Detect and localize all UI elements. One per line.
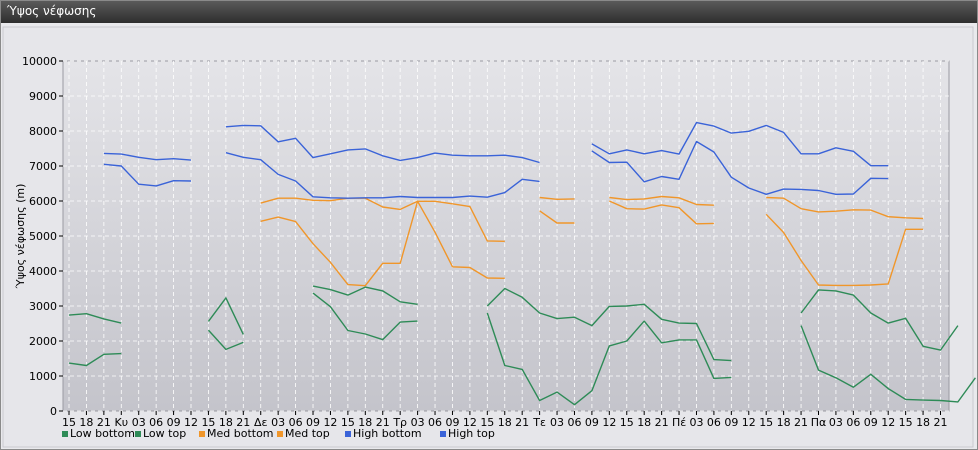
- x-tick-label: 03: [132, 416, 146, 429]
- title-bar: Ύψος νέφωσης: [1, 1, 977, 23]
- x-tick-label: Τε: [532, 416, 546, 429]
- x-tick-label: Πα: [811, 416, 827, 429]
- legend-label: Low bottom: [70, 427, 135, 440]
- grid-lines: [63, 60, 949, 412]
- legend-swatch: [62, 431, 68, 437]
- x-tick-label: 06: [428, 416, 442, 429]
- x-tick-label: 12: [742, 416, 756, 429]
- x-tick-label: Κυ: [115, 416, 129, 429]
- x-tick-label: 15: [620, 416, 634, 429]
- y-axis-label: Ύψος νέφωσης (m): [14, 184, 27, 290]
- x-tick-label: 15: [62, 416, 76, 429]
- series-line-high-top: [103, 121, 889, 167]
- x-tick-label: 09: [724, 416, 738, 429]
- x-tick-label: 21: [794, 416, 808, 429]
- x-tick-label: Δε: [254, 416, 268, 429]
- x-tick-label: 06: [846, 416, 860, 429]
- x-tick-label: 09: [167, 416, 181, 429]
- x-tick-label: Πέ: [672, 416, 686, 429]
- legend-swatch: [135, 431, 141, 437]
- series-line-high-bottom: [103, 140, 889, 199]
- x-tick-label: 21: [934, 416, 948, 429]
- legend-swatch: [199, 431, 205, 437]
- legend-label: High bottom: [353, 427, 422, 440]
- x-tick-label: 21: [515, 416, 529, 429]
- x-tick-label: 06: [707, 416, 721, 429]
- legend-swatch: [440, 431, 446, 437]
- y-tick-label: 0: [50, 405, 57, 418]
- x-tick-label: 06: [149, 416, 163, 429]
- legend-label: High top: [448, 427, 495, 440]
- x-tick-label: 03: [271, 416, 285, 429]
- cloud-height-chart: 0 1000 2000 3000 4000 5000 6000 7000 8000 9000 100…: [2, 26, 976, 448]
- series-line-low-bottom: [68, 292, 976, 406]
- legend-swatch: [277, 431, 283, 437]
- legend-swatch: [345, 431, 351, 437]
- x-tick-label: 18: [219, 416, 233, 429]
- x-tick-label: 03: [689, 416, 703, 429]
- x-tick-label: 21: [376, 416, 390, 429]
- x-tick-label: 21: [655, 416, 669, 429]
- x-tick-label: 12: [323, 416, 337, 429]
- y-tick-label: 6000: [29, 195, 57, 208]
- window-title: Ύψος νέφωσης: [7, 4, 97, 18]
- y-tick-label: 10000: [22, 55, 57, 68]
- y-tick-label: 9000: [29, 90, 57, 103]
- x-tick-label: 09: [585, 416, 599, 429]
- x-tick-label: 21: [236, 416, 250, 429]
- y-tick-label: 8000: [29, 125, 57, 138]
- x-tick-label: 21: [97, 416, 111, 429]
- series-line-med-bottom: [260, 200, 924, 287]
- x-tick-label: 03: [411, 416, 425, 429]
- x-tick-label: 12: [602, 416, 616, 429]
- y-tick-label: 5000: [29, 230, 57, 243]
- y-tick-label: 1000: [29, 370, 57, 383]
- x-tick-label: 09: [445, 416, 459, 429]
- y-axis-ticks: 0 1000 2000 3000 4000 5000 6000 7000 8000 9000 100…: [22, 55, 63, 418]
- x-tick-label: 09: [306, 416, 320, 429]
- legend: Low bottom Low top Med bottom Med top High b…: [62, 427, 495, 440]
- legend-label: Med bottom: [207, 427, 274, 440]
- x-tick-label: 18: [637, 416, 651, 429]
- x-tick-label: 15: [899, 416, 913, 429]
- x-tick-label: 18: [777, 416, 791, 429]
- x-tick-label: 03: [550, 416, 564, 429]
- x-tick-label: 15: [759, 416, 773, 429]
- x-tick-label: 06: [289, 416, 303, 429]
- x-tick-label: 18: [358, 416, 372, 429]
- x-tick-label: 12: [463, 416, 477, 429]
- x-tick-label: 18: [498, 416, 512, 429]
- x-tick-label: 12: [184, 416, 198, 429]
- legend-label: Med top: [285, 427, 330, 440]
- y-tick-label: 7000: [29, 160, 57, 173]
- x-tick-label: 12: [881, 416, 895, 429]
- y-tick-label: 2000: [29, 335, 57, 348]
- x-tick-label: 15: [341, 416, 355, 429]
- series-lines: [68, 121, 976, 406]
- legend-label: Low top: [143, 427, 186, 440]
- y-tick-label: 3000: [29, 300, 57, 313]
- x-axis-ticks: 15 18 21 Κυ 03 06 09 12 15 18 21 Δε 03 06 09 12 15 18 21 Τρ…: [62, 411, 948, 429]
- x-tick-label: 09: [864, 416, 878, 429]
- series-line-low-top: [68, 285, 959, 362]
- y-tick-label: 4000: [29, 265, 57, 278]
- x-tick-label: 18: [916, 416, 930, 429]
- x-tick-label: 03: [829, 416, 843, 429]
- x-tick-label: 15: [201, 416, 215, 429]
- x-tick-label: 18: [79, 416, 93, 429]
- x-tick-label: Τρ: [392, 416, 407, 429]
- series-line-med-top: [260, 195, 924, 242]
- x-tick-label: 15: [480, 416, 494, 429]
- x-tick-label: 06: [567, 416, 581, 429]
